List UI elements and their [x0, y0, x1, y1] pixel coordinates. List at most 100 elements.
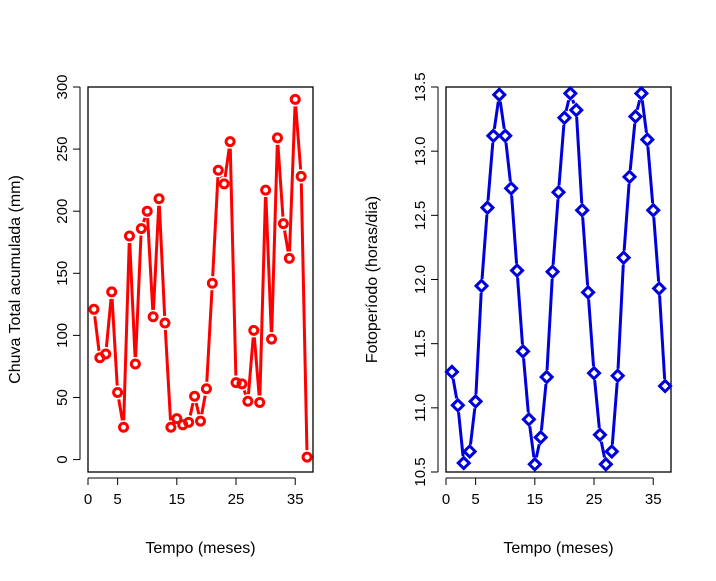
series-line-segment: [228, 148, 238, 376]
series-line-segment: [128, 242, 137, 358]
data-point-diamond: [645, 202, 661, 218]
series-line-segment: [504, 142, 512, 182]
right-chart-photoperiod: 0 5 15 25 35 10.5 11.0 11.5 12.0 12.5 13.0 13.5 Temp…: [364, 72, 673, 557]
data-point-circle: [254, 396, 266, 408]
series-line-segment: [151, 205, 161, 310]
plot-frame: [87, 86, 314, 473]
data-point-circle: [289, 93, 301, 105]
series-line-segment: [117, 399, 124, 421]
data-point-circle: [242, 395, 254, 407]
series-line-segment: [288, 106, 297, 252]
series-line-segment: [616, 264, 625, 369]
x-tick-label: 0: [84, 491, 92, 508]
data-point-circle: [135, 223, 147, 235]
series-line-segment: [270, 144, 279, 333]
y-tick-label: 11.0: [412, 394, 429, 422]
series-line-segment: [283, 230, 290, 252]
y-tick-label: 50: [54, 389, 71, 406]
data-point-diamond: [479, 200, 496, 216]
series-line-segment: [469, 408, 477, 445]
series-line-segment: [640, 100, 648, 133]
series-line-segment: [480, 214, 489, 280]
data-point-diamond: [544, 264, 561, 280]
data-point-diamond: [527, 456, 543, 472]
series-line-segment: [581, 217, 590, 286]
series-line-segment: [264, 197, 273, 333]
series-line-segment: [211, 177, 220, 277]
series-line-segment: [646, 146, 655, 204]
series-line-segment: [93, 316, 101, 351]
y-tick-label: 0: [54, 455, 71, 463]
y-tick-label: 150: [54, 261, 71, 286]
x-tick-label: 35: [645, 491, 662, 508]
series-line-segment: [223, 148, 231, 178]
data-point-diamond: [444, 364, 460, 380]
series-line-segment: [498, 101, 506, 130]
data-point-diamond: [491, 87, 507, 103]
data-point-circle: [295, 170, 307, 182]
series-line-segment: [457, 412, 465, 457]
data-point-circle: [224, 136, 236, 148]
data-point-diamond: [509, 262, 525, 279]
x-tick-label: 15: [526, 491, 543, 508]
plot-frame: [445, 86, 672, 473]
series-line-segment: [188, 402, 195, 416]
series-line-segment: [294, 106, 303, 170]
data-point-circle: [277, 218, 289, 230]
x-tick-label: 5: [471, 491, 479, 508]
series-line-segment: [545, 278, 554, 371]
data-point-circle: [248, 324, 260, 336]
data-point-circle: [183, 416, 195, 428]
series-line-segment: [510, 195, 519, 264]
y-tick-label: 13.0: [412, 137, 429, 166]
series-line-segment: [486, 142, 495, 201]
y-tick-label: 12.0: [412, 265, 429, 294]
data-point-diamond: [580, 284, 596, 300]
y-tick-label: 12.5: [412, 201, 429, 230]
data-point-diamond: [568, 102, 584, 118]
data-point-diamond: [598, 456, 614, 472]
data-point-circle: [271, 132, 283, 144]
x-axis-title: Tempo (meses): [145, 540, 255, 557]
data-point-circle: [212, 164, 224, 176]
data-point-diamond: [462, 443, 478, 460]
series-line-segment: [134, 235, 143, 358]
series-line-segment: [528, 426, 536, 458]
data-point-diamond: [651, 280, 667, 297]
series-line-segment: [557, 124, 566, 186]
data-point-diamond: [533, 429, 549, 445]
x-tick-label: 15: [168, 491, 185, 508]
series-line-segment: [516, 277, 524, 345]
data-point-circle: [218, 178, 230, 190]
x-tick-label: 35: [287, 491, 304, 508]
data-point-diamond: [473, 278, 490, 294]
data-point-diamond: [616, 250, 632, 266]
series-line-segment: [551, 199, 560, 265]
series-line-segment: [104, 298, 113, 348]
data-point-diamond: [657, 378, 673, 394]
y-tick-label: 300: [54, 74, 71, 99]
series-line-segment: [658, 295, 667, 380]
y-axis-title: Chuva Total acumulada (mm): [7, 175, 24, 384]
data-point-circle: [88, 303, 100, 315]
data-point-diamond: [515, 343, 531, 359]
series-line-segment: [146, 218, 155, 310]
data-point-circle: [301, 451, 313, 463]
series-line-segment: [575, 116, 584, 204]
series-line-segment: [276, 144, 285, 217]
y-tick-label: 250: [54, 137, 71, 162]
data-point-diamond: [592, 427, 608, 443]
data-point-circle: [200, 383, 212, 395]
series-line-segment: [163, 329, 172, 421]
data-point-circle: [159, 317, 171, 329]
series-line-segment: [539, 383, 548, 431]
series-line-segment: [205, 290, 214, 382]
data-point-circle: [171, 413, 183, 425]
data-point-diamond: [627, 108, 644, 125]
series-line-segment: [299, 183, 309, 451]
series-line-segment: [451, 378, 459, 399]
series-line-segment: [200, 395, 207, 415]
data-point-circle: [230, 377, 242, 389]
series-line-segment: [110, 298, 119, 386]
series-line-segment: [652, 217, 661, 282]
